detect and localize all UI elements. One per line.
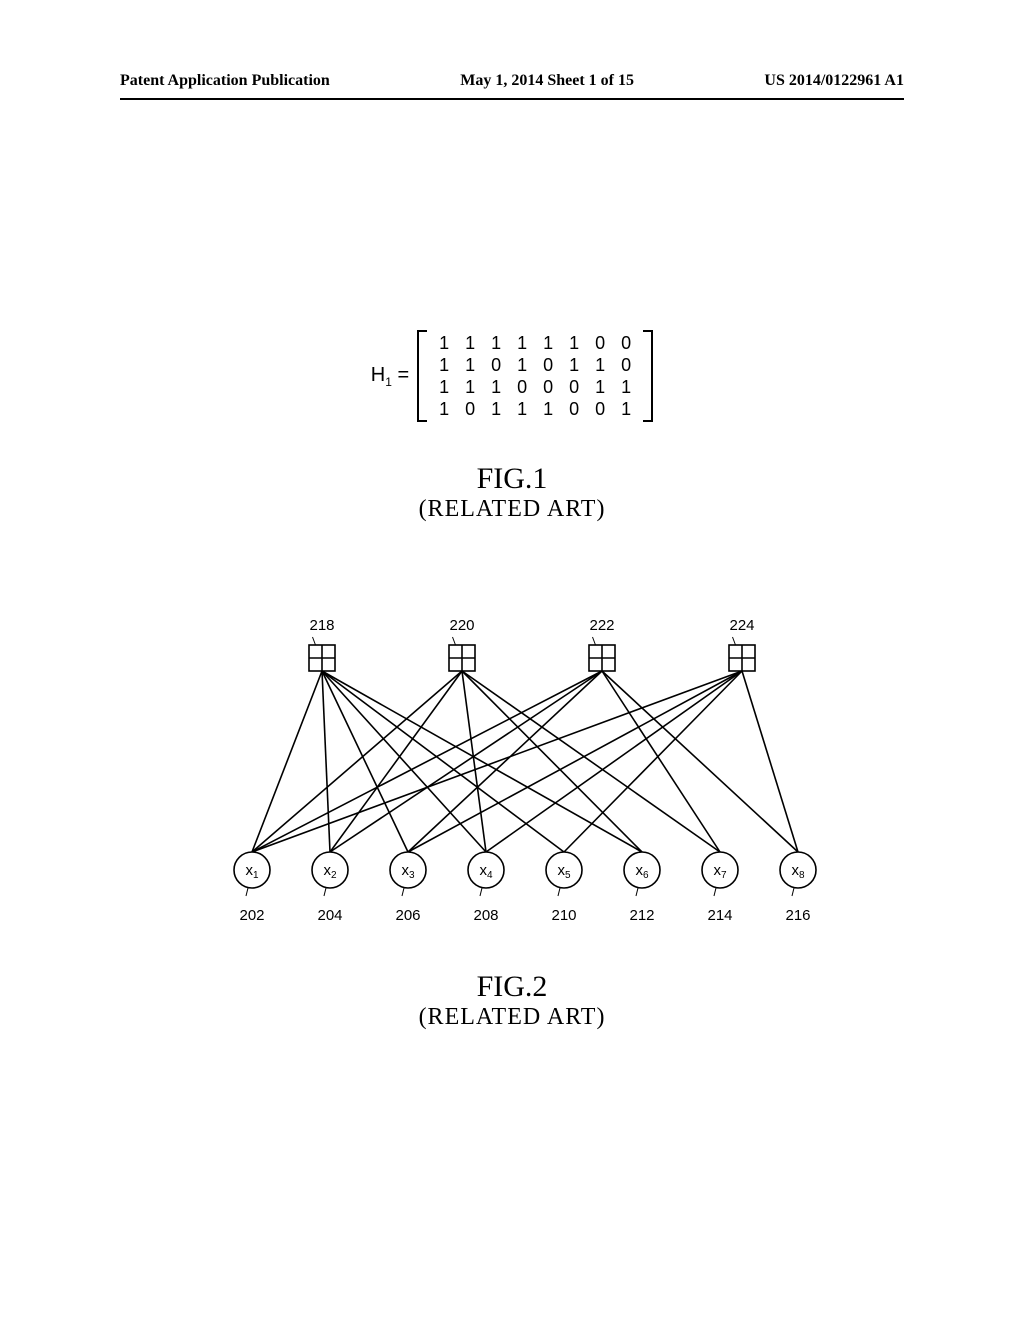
variable-node-ref: 214	[707, 907, 732, 924]
check-node: 220	[449, 620, 475, 671]
check-node: 224	[729, 620, 755, 671]
edge	[742, 671, 798, 852]
matrix-cell: 0	[457, 398, 483, 420]
edge	[602, 671, 798, 852]
variable-node: x6212	[624, 852, 660, 924]
figure-2-caption: FIG.2 (RELATED ART)	[0, 970, 1024, 1031]
matrix-cell: 1	[483, 332, 509, 354]
matrix-cell: 0	[587, 398, 613, 420]
matrix-cell: 0	[587, 332, 613, 354]
page-header: Patent Application Publication May 1, 20…	[0, 72, 1024, 90]
check-node-ref: 218	[309, 620, 334, 634]
matrix-label: H1 =	[371, 364, 409, 389]
edge	[408, 671, 602, 852]
bracket-left	[417, 330, 427, 422]
matrix-cell: 0	[613, 332, 639, 354]
figure-1-caption: FIG.1 (RELATED ART)	[0, 462, 1024, 523]
matrix-cell: 1	[561, 354, 587, 376]
variable-node: x4208	[468, 852, 504, 924]
matrix-cell: 1	[483, 398, 509, 420]
edges	[252, 671, 798, 852]
figure-2-caption-main: FIG.2	[0, 970, 1024, 1004]
figure-2: 218 220 222 224 x1202 x2204 x3206 x4208 x5210 x62…	[0, 620, 1024, 1031]
matrix-cell: 0	[561, 376, 587, 398]
check-node: 222	[589, 620, 615, 671]
matrix-cell: 1	[483, 376, 509, 398]
figure-1-caption-main: FIG.1	[0, 462, 1024, 496]
matrix-cell: 1	[613, 376, 639, 398]
variable-node-ref: 210	[551, 907, 576, 924]
matrix-label-prefix: H	[371, 364, 385, 386]
matrix-cell: 1	[431, 398, 457, 420]
matrix-cell: 1	[587, 376, 613, 398]
matrix-label-sub: 1	[385, 375, 392, 389]
matrix-cell: 1	[561, 332, 587, 354]
variable-node-ref: 216	[785, 907, 810, 924]
variable-node-ref: 208	[473, 907, 498, 924]
matrix-cell: 1	[457, 354, 483, 376]
matrix-cell: 0	[535, 376, 561, 398]
variable-node: x3206	[390, 852, 426, 924]
edge	[252, 671, 602, 852]
figure-1: H1 = 11111100110101101110001110111001 FI…	[0, 330, 1024, 523]
matrix: 11111100110101101110001110111001	[417, 330, 653, 422]
edge	[252, 671, 322, 852]
matrix-cell: 0	[509, 376, 535, 398]
matrix-cell: 1	[457, 332, 483, 354]
check-node-ref: 222	[589, 620, 614, 634]
edge	[322, 671, 486, 852]
matrix-cell: 1	[587, 354, 613, 376]
header-left: Patent Application Publication	[120, 72, 330, 90]
figure-1-caption-sub: (RELATED ART)	[0, 496, 1024, 523]
matrix-cell: 0	[561, 398, 587, 420]
matrix-equals: =	[392, 364, 409, 386]
matrix-cell: 1	[431, 332, 457, 354]
matrix-cell: 1	[509, 332, 535, 354]
matrix-body: 11111100110101101110001110111001	[427, 330, 643, 422]
variable-node: x5210	[546, 852, 582, 924]
matrix-cell: 1	[509, 398, 535, 420]
variable-node: x1202	[234, 852, 270, 924]
check-node-ref: 224	[729, 620, 754, 634]
figure-2-caption-sub: (RELATED ART)	[0, 1004, 1024, 1031]
variable-node: x7214	[702, 852, 738, 924]
bracket-right	[643, 330, 653, 422]
matrix-cell: 0	[535, 354, 561, 376]
matrix-cell: 0	[613, 354, 639, 376]
check-node: 218	[309, 620, 335, 671]
matrix-cell: 1	[457, 376, 483, 398]
variable-node-ref: 206	[395, 907, 420, 924]
header-right: US 2014/0122961 A1	[764, 72, 904, 90]
variable-node: x8216	[780, 852, 816, 924]
header-rule	[120, 98, 904, 100]
matrix-cell: 1	[535, 332, 561, 354]
edge	[408, 671, 742, 852]
matrix-equation: H1 = 11111100110101101110001110111001	[371, 330, 653, 422]
check-node-ref: 220	[449, 620, 474, 634]
matrix-cell: 0	[483, 354, 509, 376]
variable-node: x2204	[312, 852, 348, 924]
variable-node-ref: 212	[629, 907, 654, 924]
bipartite-graph: 218 220 222 224 x1202 x2204 x3206 x4208 x5210 x62…	[202, 620, 822, 940]
matrix-cell: 1	[613, 398, 639, 420]
matrix-cell: 1	[509, 354, 535, 376]
matrix-cell: 1	[535, 398, 561, 420]
variable-node-ref: 204	[317, 907, 342, 924]
matrix-cell: 1	[431, 376, 457, 398]
variable-node-ref: 202	[239, 907, 264, 924]
matrix-cell: 1	[431, 354, 457, 376]
header-center: May 1, 2014 Sheet 1 of 15	[460, 72, 634, 90]
